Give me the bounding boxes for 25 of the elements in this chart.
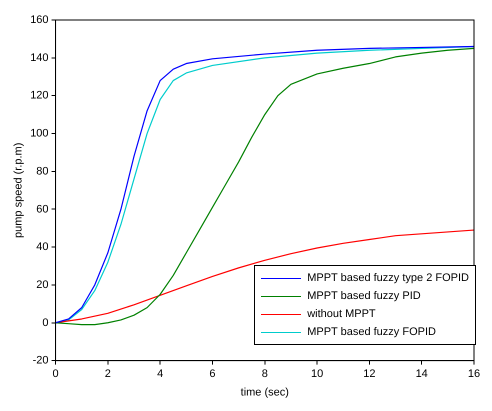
y-tick-label: 80 bbox=[36, 165, 49, 178]
x-tick-label: 2 bbox=[104, 368, 111, 380]
x-tick-label: 8 bbox=[262, 368, 268, 380]
x-axis-title: time (sec) bbox=[240, 386, 289, 398]
legend-label: MPPT based fuzzy PID bbox=[307, 290, 421, 302]
y-tick-label: 20 bbox=[36, 278, 49, 291]
x-tick-label: 4 bbox=[157, 368, 164, 380]
x-tick-label: 12 bbox=[363, 368, 376, 380]
y-tick-label: 120 bbox=[30, 90, 49, 102]
x-tick-label: 10 bbox=[310, 368, 324, 380]
y-tick-label: 160 bbox=[30, 14, 49, 26]
x-tick-label: 16 bbox=[468, 368, 480, 380]
x-tick-label: 14 bbox=[416, 368, 428, 380]
y-tick-label: 40 bbox=[36, 241, 49, 254]
y-tick-label: -20 bbox=[32, 354, 49, 367]
y-tick-label: 100 bbox=[30, 128, 49, 140]
y-axis-title: pump speed (r.p.m) bbox=[12, 142, 25, 238]
legend-label: MPPT based fuzzy type 2 FOPID bbox=[307, 272, 469, 284]
x-tick-label: 6 bbox=[209, 368, 216, 380]
legend-label: MPPT based fuzzy FOPID bbox=[307, 326, 436, 338]
y-tick-label: 140 bbox=[30, 52, 49, 64]
y-tick-label: 60 bbox=[36, 203, 49, 216]
x-tick-label: 0 bbox=[52, 368, 59, 380]
legend-label: without MPPT bbox=[307, 308, 376, 320]
y-tick-label: 0 bbox=[42, 316, 49, 329]
